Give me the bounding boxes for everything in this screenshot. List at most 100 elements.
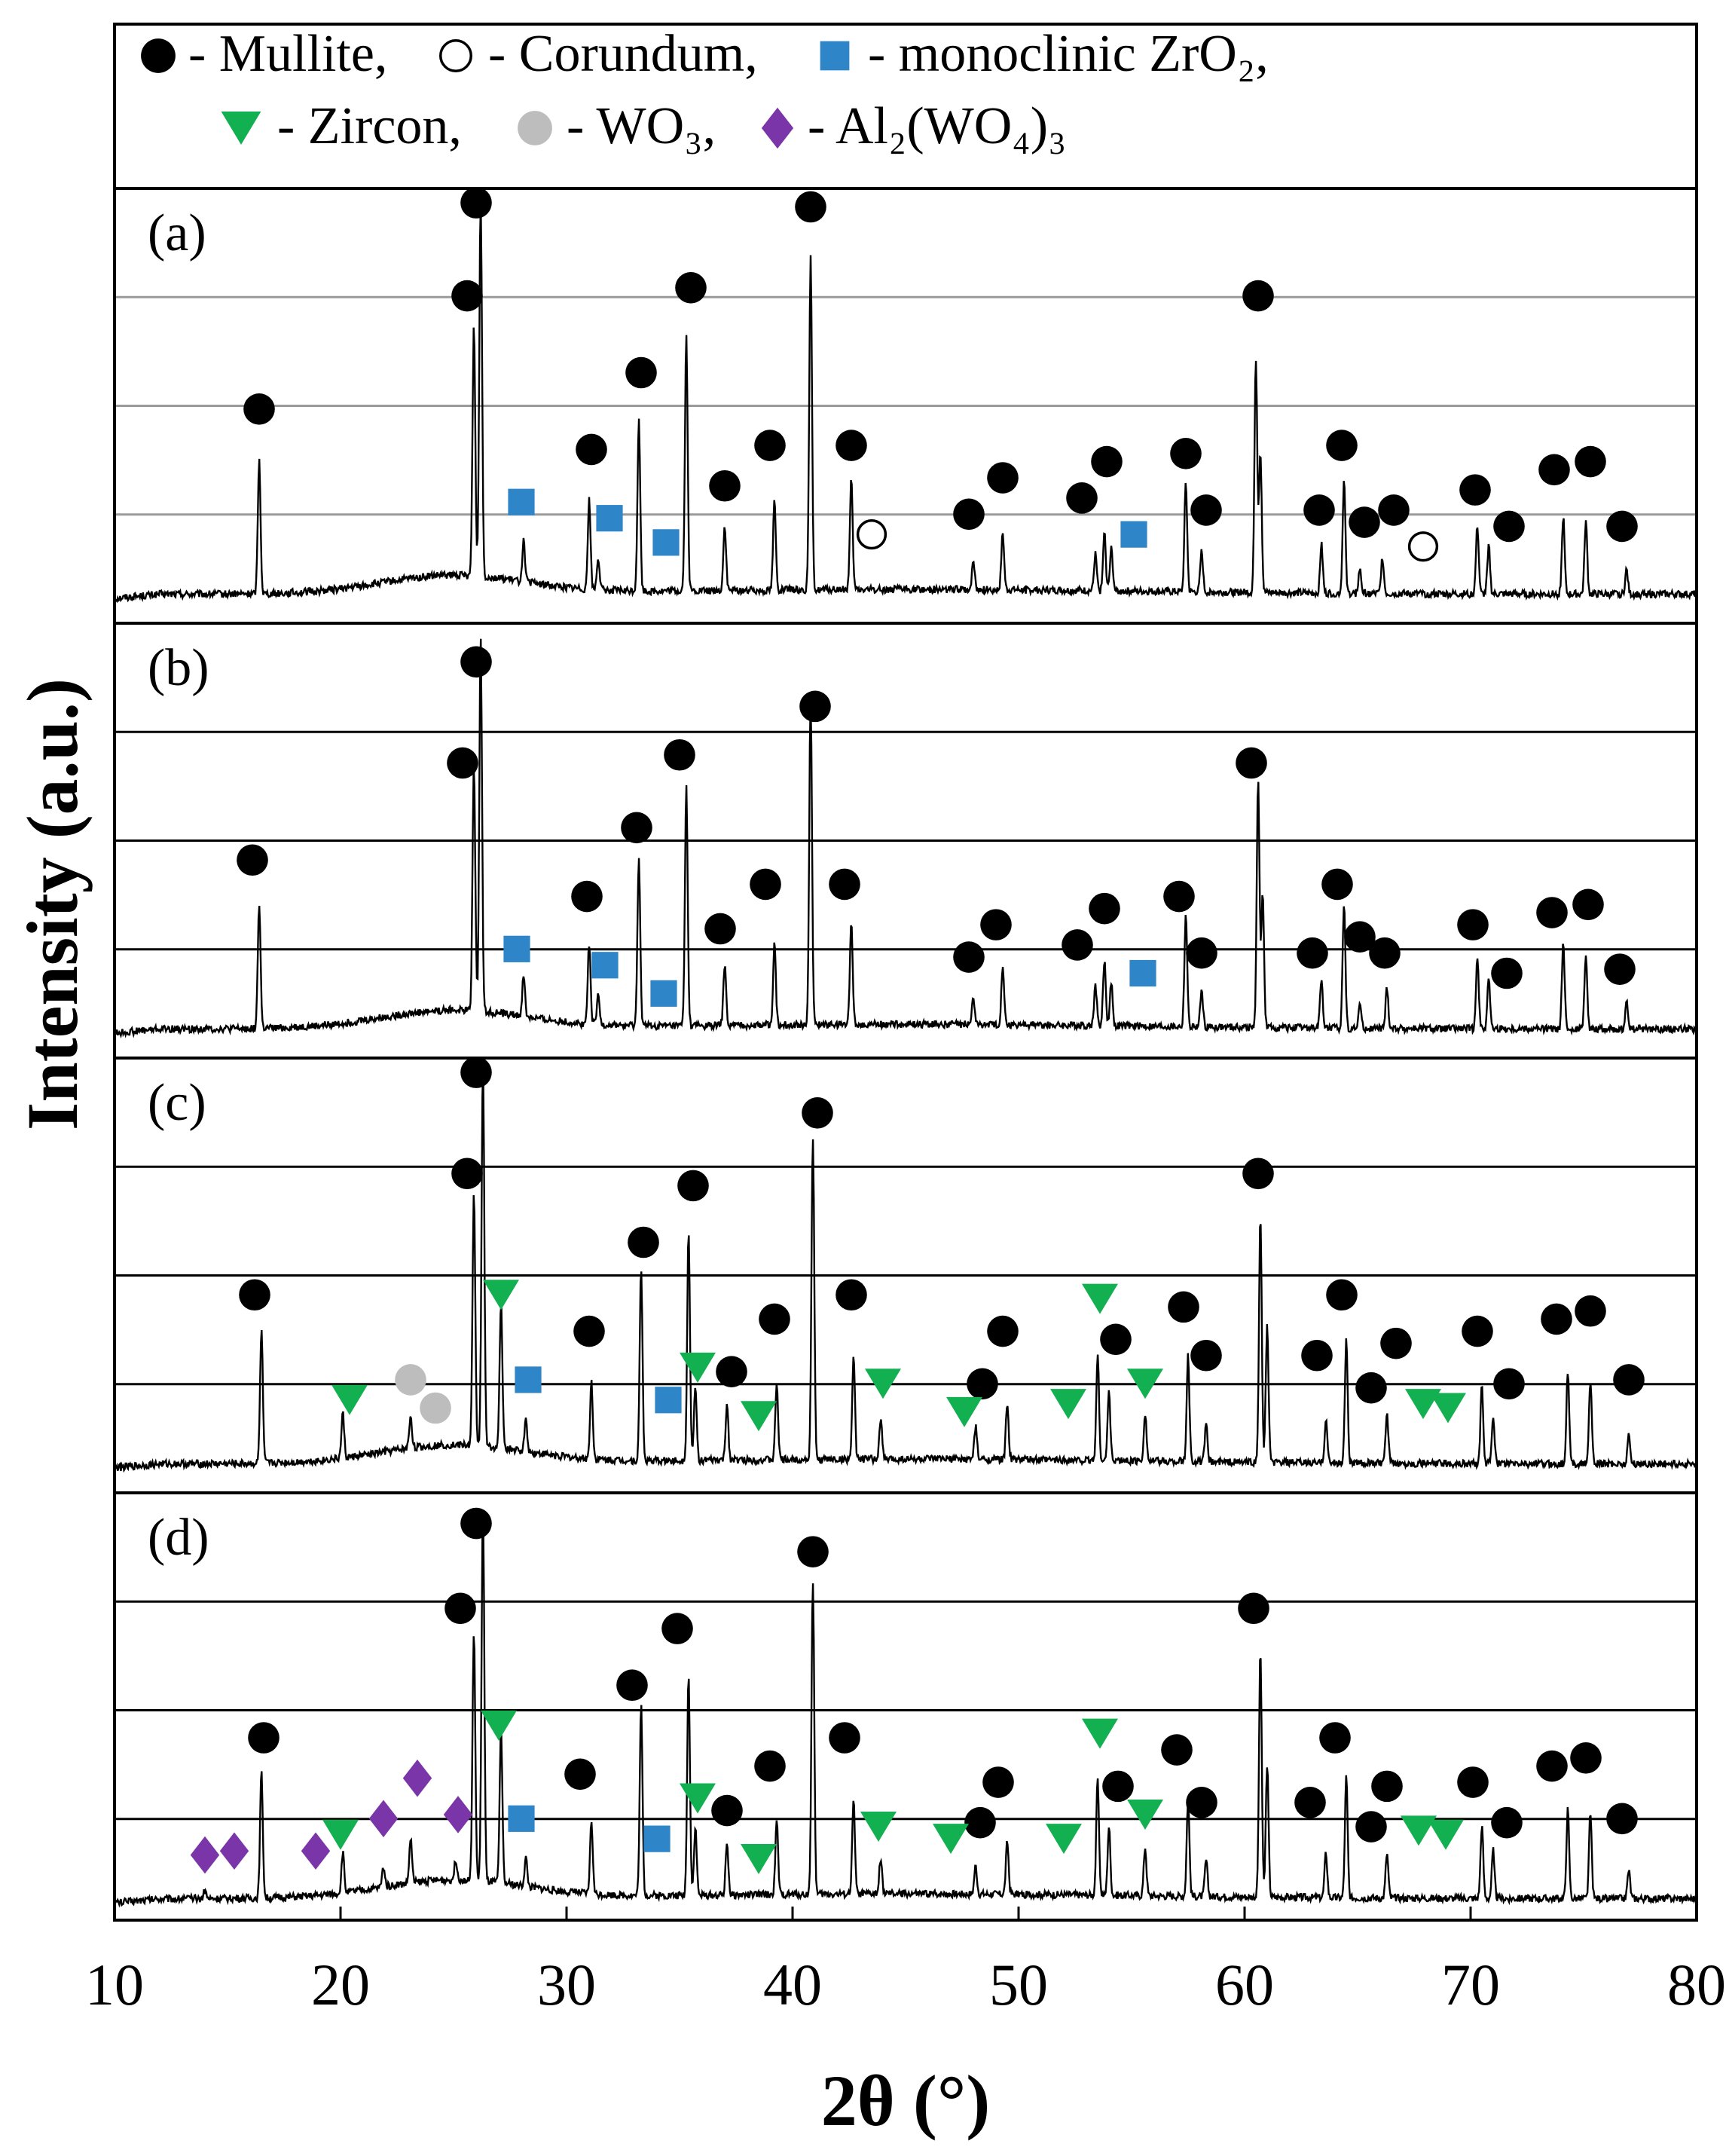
legend-marker-mullite [141, 38, 176, 73]
marker-mullite [797, 1536, 829, 1567]
marker-mullite [704, 913, 736, 945]
marker-mullite [1493, 510, 1525, 543]
marker-mullite [1321, 868, 1353, 901]
marker-mullite [1606, 1803, 1638, 1835]
marker-mullite [675, 272, 707, 304]
marker-corundum [856, 518, 887, 550]
marker-zro2 [655, 1387, 682, 1414]
legend-label-zro2: - monoclinic ZrO₂, [868, 25, 1269, 83]
marker-mullite [621, 812, 652, 844]
marker-mullite [1326, 1279, 1358, 1311]
marker-mullite [1493, 1368, 1525, 1400]
marker-mullite [625, 356, 657, 389]
marker-zro2 [596, 505, 623, 532]
marker-mullite [802, 1096, 833, 1129]
marker-zircon [680, 1352, 716, 1383]
marker-mullite [1326, 430, 1358, 461]
marker-zro2 [515, 1366, 542, 1393]
marker-mullite [754, 1750, 786, 1782]
marker-mullite [1294, 1787, 1326, 1818]
marker-mullite [1572, 888, 1604, 921]
marker-zircon [1050, 1389, 1086, 1420]
marker-mullite [1170, 438, 1202, 469]
xrd-pattern-2 [113, 1064, 1698, 1473]
marker-mullite [754, 430, 786, 461]
marker-mullite [1355, 1372, 1387, 1404]
panel-1: (b) [114, 622, 1698, 1039]
marker-mullite [1303, 494, 1335, 526]
marker-mullite [1161, 1734, 1193, 1766]
marker-zircon [741, 1843, 777, 1874]
legend-marker-zro2 [820, 41, 850, 71]
marker-mullite [1371, 1770, 1403, 1803]
marker-zircon [1430, 1393, 1466, 1424]
marker-mullite [1457, 1766, 1489, 1798]
marker-alwo [301, 1832, 331, 1870]
marker-mullite [460, 1057, 492, 1088]
marker-mullite [1190, 1339, 1222, 1372]
marker-mullite [836, 1279, 867, 1311]
marker-mullite [573, 1315, 605, 1347]
marker-mullite [1344, 921, 1376, 953]
marker-alwo [190, 1836, 220, 1874]
marker-mullite [664, 739, 695, 771]
x-tick-label: 30 [537, 1952, 596, 2017]
marker-mullite [1186, 937, 1217, 969]
x-tick-label: 50 [989, 1952, 1048, 2017]
marker-mullite [1319, 1722, 1351, 1754]
marker-mullite [1102, 1770, 1134, 1803]
marker-mullite [750, 868, 781, 901]
marker-zro2 [1120, 521, 1147, 548]
marker-zro2 [650, 980, 677, 1007]
marker-zircon [1401, 1815, 1437, 1846]
marker-zircon [1127, 1369, 1163, 1399]
marker-mullite [1236, 747, 1267, 779]
marker-mullite [1380, 1327, 1412, 1359]
marker-mullite [1491, 957, 1523, 989]
marker-mullite [460, 646, 492, 678]
marker-mullite [795, 191, 826, 223]
marker-zro2 [508, 488, 535, 515]
x-tick-label: 60 [1215, 1952, 1274, 2017]
marker-mullite [616, 1669, 648, 1702]
marker-mullite [248, 1722, 280, 1754]
marker-mullite [829, 1722, 860, 1754]
marker-zircon [865, 1369, 901, 1399]
marker-mullite [1349, 506, 1380, 538]
marker-zircon [933, 1824, 969, 1855]
marker-zircon [1127, 1799, 1163, 1830]
marker-mullite [1369, 937, 1401, 969]
legend-label-corundum: - Corundum, [488, 25, 758, 83]
marker-mullite [239, 1279, 270, 1311]
marker-mullite [1242, 280, 1274, 312]
marker-mullite [564, 1758, 596, 1791]
marker-mullite [447, 747, 478, 779]
marker-mullite [953, 498, 985, 531]
marker-mullite [451, 1158, 483, 1190]
marker-zro2 [1129, 959, 1156, 987]
panel-label: (c) [148, 1074, 206, 1132]
marker-mullite [628, 1226, 659, 1258]
marker-zircon [1046, 1824, 1082, 1855]
marker-mullite [243, 393, 275, 425]
marker-corundum [1407, 531, 1439, 562]
marker-wo3 [395, 1364, 426, 1396]
legend-marker-alwo [761, 107, 794, 149]
marker-mullite [709, 469, 741, 502]
marker-zro2 [503, 935, 530, 962]
panel-3: (d) [113, 1491, 1698, 1908]
marker-zircon [741, 1401, 777, 1432]
x-axis: 10 20 30 40 50 60 70 80 [85, 1907, 1726, 2017]
marker-mullite [716, 1356, 747, 1388]
xrd-pattern-3 [113, 1509, 1698, 1908]
panel-label: (d) [148, 1509, 209, 1567]
marker-mullite [1459, 474, 1491, 506]
marker-mullite [1536, 1750, 1568, 1782]
marker-mullite [661, 1613, 693, 1644]
marker-mullite [1570, 1742, 1602, 1774]
marker-mullite [1575, 445, 1606, 478]
marker-mullite [677, 1170, 709, 1202]
legend: - Mullite, - Corundum, - monoclinic ZrO₂, … [113, 23, 1698, 190]
